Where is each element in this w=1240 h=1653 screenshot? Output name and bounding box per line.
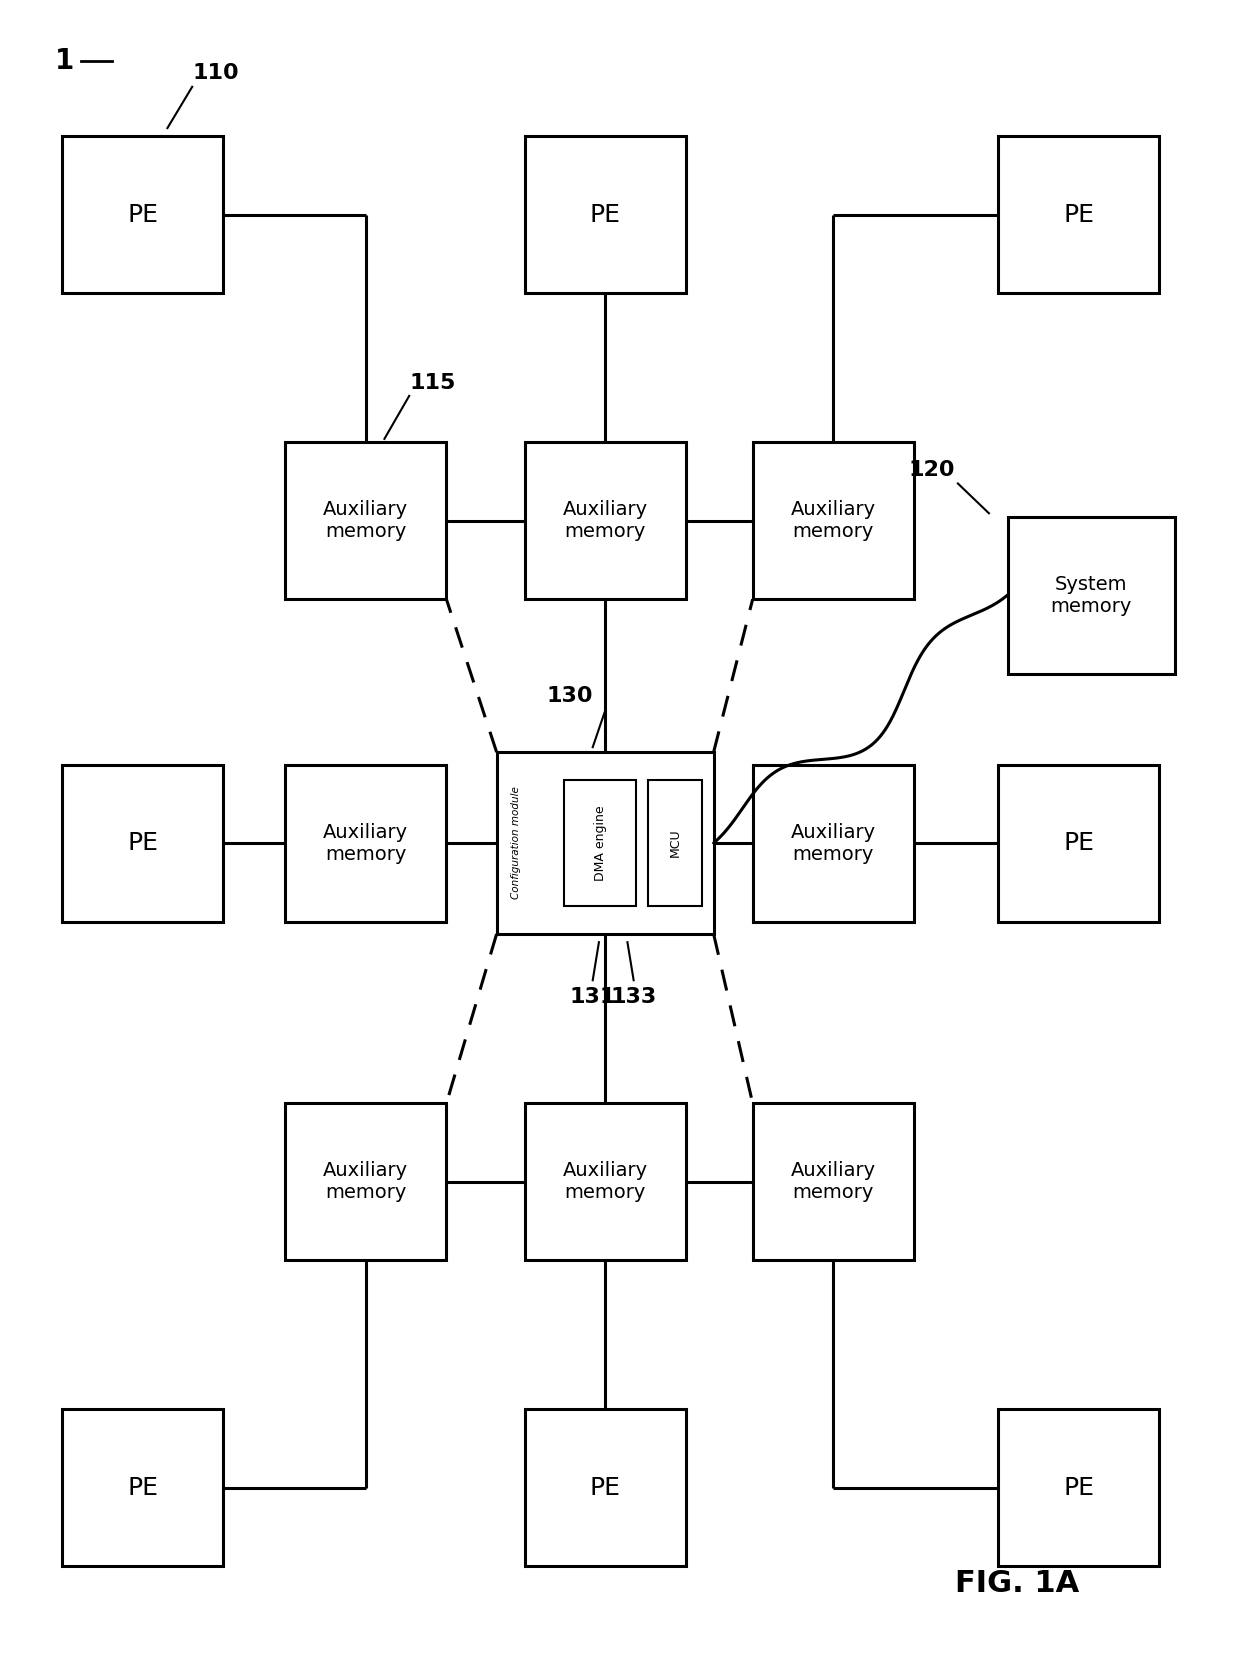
Text: PE: PE — [590, 1476, 621, 1499]
FancyBboxPatch shape — [998, 136, 1159, 294]
FancyBboxPatch shape — [62, 764, 223, 922]
Text: Auxiliary
memory: Auxiliary memory — [324, 1162, 408, 1202]
FancyBboxPatch shape — [525, 1408, 686, 1567]
Text: Auxiliary
memory: Auxiliary memory — [791, 501, 875, 541]
FancyBboxPatch shape — [285, 764, 446, 922]
FancyBboxPatch shape — [998, 1408, 1159, 1567]
FancyBboxPatch shape — [753, 441, 914, 598]
FancyBboxPatch shape — [285, 441, 446, 598]
Text: Auxiliary
memory: Auxiliary memory — [791, 823, 875, 863]
Text: Configuration module: Configuration module — [511, 787, 522, 899]
Text: FIG. 1A: FIG. 1A — [955, 1569, 1079, 1598]
Text: PE: PE — [1063, 831, 1094, 855]
FancyBboxPatch shape — [525, 136, 686, 294]
Text: MCU: MCU — [668, 828, 681, 858]
Text: 133: 133 — [610, 987, 657, 1007]
FancyBboxPatch shape — [753, 1104, 914, 1260]
Text: 131: 131 — [569, 987, 616, 1007]
Text: Auxiliary
memory: Auxiliary memory — [563, 501, 647, 541]
Text: PE: PE — [590, 203, 621, 226]
Text: Auxiliary
memory: Auxiliary memory — [791, 1162, 875, 1202]
FancyBboxPatch shape — [998, 764, 1159, 922]
Text: Auxiliary
memory: Auxiliary memory — [324, 823, 408, 863]
FancyBboxPatch shape — [1007, 516, 1176, 674]
FancyBboxPatch shape — [62, 1408, 223, 1567]
FancyBboxPatch shape — [62, 136, 223, 294]
FancyBboxPatch shape — [525, 1104, 686, 1260]
Text: Auxiliary
memory: Auxiliary memory — [324, 501, 408, 541]
Text: 130: 130 — [546, 686, 593, 706]
FancyBboxPatch shape — [285, 1104, 446, 1260]
Text: PE: PE — [1063, 1476, 1094, 1499]
Text: Auxiliary
memory: Auxiliary memory — [563, 1162, 647, 1202]
Text: 115: 115 — [409, 372, 455, 392]
Text: PE: PE — [126, 203, 159, 226]
Text: PE: PE — [126, 1476, 159, 1499]
Text: 120: 120 — [909, 460, 955, 479]
FancyBboxPatch shape — [496, 752, 713, 934]
Text: 1: 1 — [55, 48, 74, 74]
FancyBboxPatch shape — [525, 441, 686, 598]
FancyBboxPatch shape — [564, 780, 636, 906]
FancyBboxPatch shape — [647, 780, 702, 906]
Text: DMA engine: DMA engine — [594, 805, 606, 881]
Text: PE: PE — [1063, 203, 1094, 226]
FancyBboxPatch shape — [753, 764, 914, 922]
Text: System
memory: System memory — [1050, 575, 1132, 615]
Text: 110: 110 — [192, 63, 239, 83]
Text: PE: PE — [126, 831, 159, 855]
